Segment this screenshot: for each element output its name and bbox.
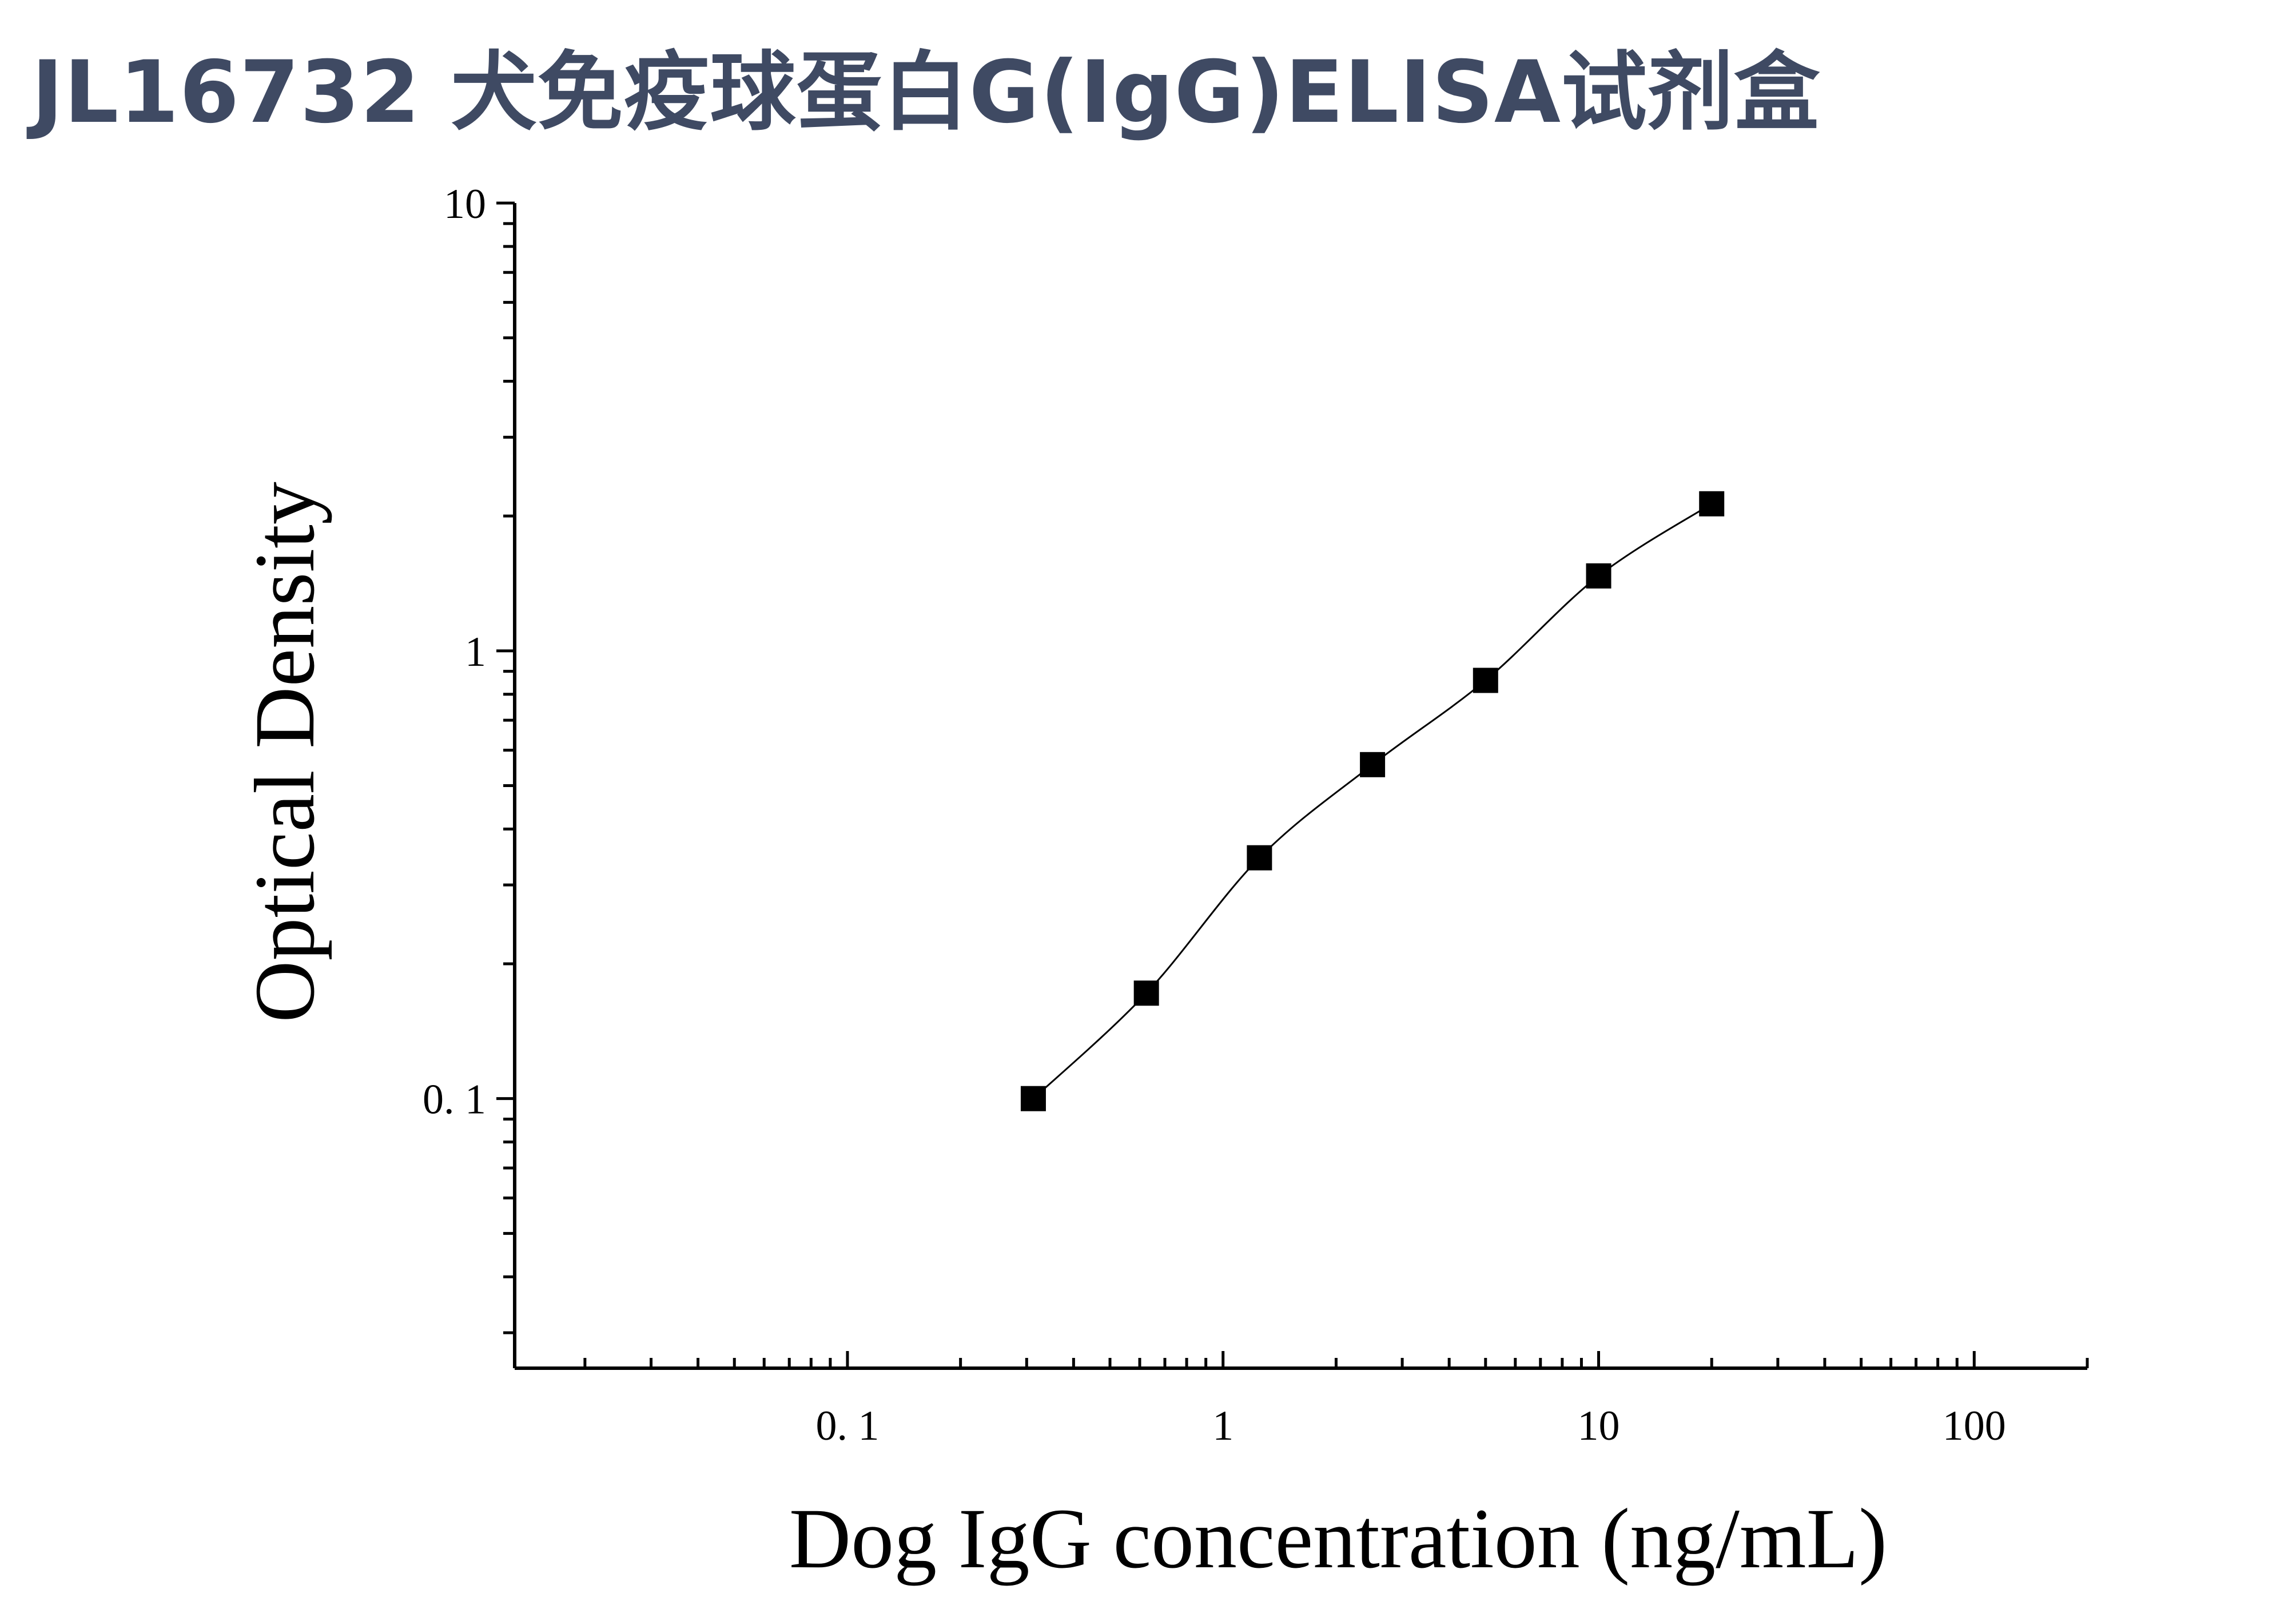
- x-tick-label: 100: [1943, 1403, 2006, 1449]
- page-title: JL16732 犬免疫球蛋白G(IgG)ELISA试剂盒: [31, 43, 1820, 142]
- y-tick-label: 1: [465, 629, 486, 676]
- y-axis-title: Optical Density: [237, 482, 332, 1023]
- y-tick-label: 0. 1: [423, 1076, 486, 1123]
- data-points: [1020, 491, 1725, 1111]
- data-point: [1360, 752, 1386, 777]
- axes: 0. 1 1 10 100 0. 1 1 10: [423, 181, 2089, 1449]
- data-point: [1473, 668, 1498, 693]
- x-tick-label: 10: [1578, 1403, 1620, 1449]
- fit-curve-layer: [1032, 503, 1713, 1099]
- fit-curve: [1032, 503, 1713, 1099]
- data-point: [1020, 1086, 1046, 1111]
- y-tick-label: 10: [444, 181, 486, 228]
- x-tick-label: 0. 1: [815, 1403, 879, 1449]
- data-point: [1699, 491, 1725, 517]
- data-point: [1586, 563, 1611, 589]
- data-point: [1247, 845, 1272, 871]
- x-tick-label: 1: [1212, 1403, 1233, 1449]
- x-axis-title: Dog IgG concentration (ng/mL): [789, 1491, 1887, 1586]
- data-point: [1133, 980, 1159, 1006]
